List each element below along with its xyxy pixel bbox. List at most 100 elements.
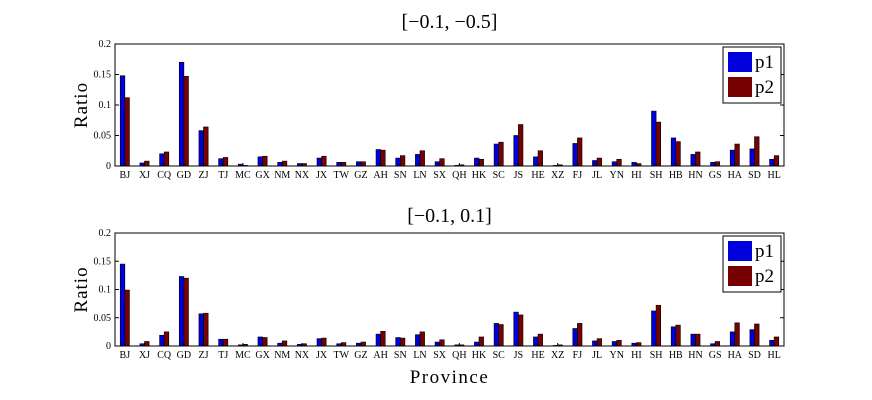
- x-tick-label: HI: [631, 350, 642, 361]
- bar-p1-LN: [415, 154, 421, 167]
- bar-p2-ZJ: [203, 126, 209, 167]
- bar-p2-HK: [478, 336, 484, 347]
- chart-title: [−0.1, 0.1]: [407, 205, 492, 227]
- x-tick-label: GX: [255, 350, 270, 361]
- y-tick-label: 0.15: [94, 70, 112, 81]
- bar-p2-JX: [321, 337, 327, 347]
- x-tick-label: HA: [728, 350, 743, 361]
- bar-p1-FJ: [572, 328, 578, 347]
- x-tick-label: SN: [394, 350, 407, 361]
- x-tick-label: HI: [631, 170, 642, 181]
- x-tick-label: SC: [493, 350, 506, 361]
- x-tick-label: SN: [394, 170, 407, 181]
- x-tick-label: HB: [669, 170, 683, 181]
- bar-p2-CQ: [163, 151, 170, 167]
- bar-p1-GS: [710, 162, 716, 167]
- y-axis-label: Ratio: [71, 266, 92, 312]
- x-tick-label: NX: [295, 350, 310, 361]
- x-tick-label: GX: [255, 170, 270, 181]
- bar-p2-HA: [734, 322, 740, 347]
- bar-p1-SC: [493, 143, 499, 167]
- x-tick-label: TW: [334, 350, 350, 361]
- bar-p2-GZ: [360, 341, 366, 347]
- x-tick-label: SX: [433, 350, 447, 361]
- bar-p2-SX: [439, 339, 445, 347]
- bar-p1-SX: [434, 341, 440, 347]
- bar-p2-GX: [262, 155, 268, 167]
- bar-p2-SN: [400, 337, 406, 347]
- bar-p2-JS: [518, 124, 524, 167]
- bar-p2-CQ: [163, 331, 170, 347]
- x-tick-label: NM: [274, 170, 290, 181]
- x-tick-label: TJ: [218, 170, 228, 181]
- bar-p2-YN: [616, 158, 622, 167]
- x-tick-label: BJ: [120, 170, 131, 181]
- bar-p2-HB: [675, 324, 681, 347]
- bar-p2-BJ: [124, 289, 130, 347]
- bar-p1-TJ: [218, 158, 224, 167]
- plot-frame: [114, 232, 785, 347]
- bar-p2-XJ: [144, 341, 150, 347]
- bar-p1-LN: [415, 334, 421, 347]
- bar-p2-HE: [537, 333, 543, 347]
- x-tick-label: GD: [177, 170, 191, 181]
- bar-p1-HN: [690, 333, 696, 347]
- x-tick-label: HB: [669, 350, 683, 361]
- x-tick-label: SD: [748, 350, 761, 361]
- bar-p2-JX: [321, 155, 327, 167]
- legend-swatch-p1: [728, 241, 752, 261]
- bar-p1-JS: [513, 311, 519, 347]
- bar-p1-GX: [257, 336, 263, 347]
- x-tick-label: YN: [610, 350, 624, 361]
- bar-p2-HL: [773, 155, 780, 167]
- legend-swatch-p1: [728, 52, 752, 72]
- x-tick-label: JX: [316, 350, 328, 361]
- chart-title: [−0.1, −0.5]: [402, 11, 498, 33]
- bar-p2-SN: [400, 155, 406, 167]
- bar-p2-TJ: [222, 338, 229, 347]
- x-tick-label: TJ: [218, 350, 228, 361]
- x-tick-label: MC: [235, 170, 251, 181]
- x-tick-label: FJ: [573, 170, 583, 181]
- y-tick-label: 0.05: [94, 313, 112, 324]
- bar-p1-ZJ: [198, 313, 204, 347]
- x-tick-label: NX: [295, 170, 310, 181]
- bar-p1-HK: [474, 341, 480, 347]
- bar-p2-LN: [419, 150, 425, 167]
- bar-p2-HE: [537, 150, 543, 167]
- bar-p2-JL: [596, 338, 602, 347]
- x-tick-label: HK: [472, 350, 487, 361]
- x-tick-label: SH: [650, 350, 663, 361]
- x-tick-label: GS: [709, 170, 722, 181]
- x-tick-label: HE: [531, 350, 544, 361]
- bar-p1-AH: [375, 149, 381, 167]
- legend-label-p1: p1: [755, 241, 774, 262]
- bar-p2-HL: [773, 336, 780, 347]
- y-axis-label: Ratio: [71, 82, 92, 128]
- bar-p1-BJ: [119, 75, 126, 167]
- y-tick-label: 0.15: [94, 256, 112, 267]
- x-tick-label: ZJ: [199, 350, 209, 361]
- bar-p2-JL: [596, 157, 602, 167]
- bar-p1-HE: [533, 336, 539, 347]
- bar-p2-HB: [675, 141, 681, 167]
- bar-p1-SD: [749, 148, 755, 167]
- bar-p1-SC: [493, 323, 499, 347]
- x-tick-label: QH: [452, 350, 466, 361]
- bar-p2-SX: [439, 158, 445, 167]
- bar-p1-BJ: [119, 263, 126, 347]
- x-tick-label: JS: [514, 170, 523, 181]
- y-tick-label: 0.2: [99, 39, 112, 50]
- chart-panel-1: [−0.1, −0.5] 0 0.05 0.1 0.15 0.2 BJ XJ CQ GD ZJ TJ M…: [71, 11, 785, 181]
- bar-p2-AH: [380, 331, 386, 347]
- x-tick-label: YN: [610, 170, 624, 181]
- x-tick-label: GS: [709, 350, 722, 361]
- bar-p1-GD: [178, 61, 185, 167]
- x-tick-label: XZ: [551, 350, 564, 361]
- bar-p1-GD: [178, 276, 185, 347]
- bar-p1-HE: [533, 156, 539, 167]
- bar-p2-AH: [380, 149, 386, 167]
- legend-label-p1: p1: [755, 52, 774, 73]
- bar-p1-GZ: [356, 161, 362, 167]
